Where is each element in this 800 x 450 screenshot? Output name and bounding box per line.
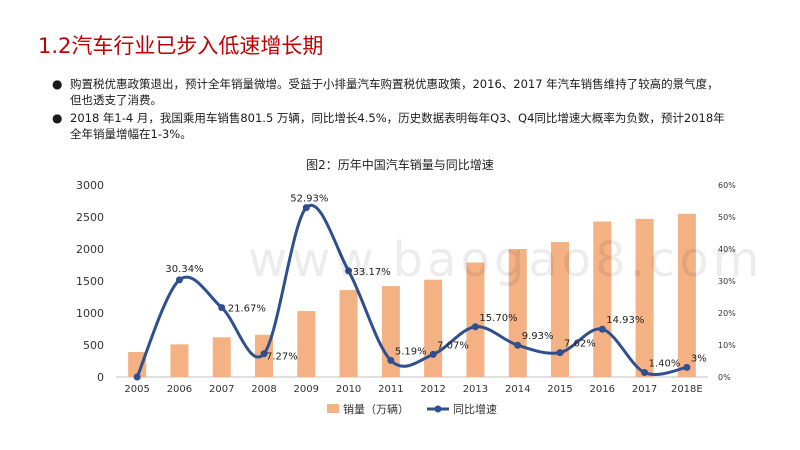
growth-data-label: 7.27% (266, 352, 298, 363)
bullet-text-2: 2018 年1-4 月，我国乘用车销售801.5 万辆，同比增长4.5%，历史数… (70, 111, 725, 141)
growth-data-label: 15.70% (479, 313, 517, 324)
growth-point (302, 204, 310, 212)
x-tick-label: 2010 (336, 384, 361, 395)
bar (677, 213, 696, 377)
bar (297, 311, 316, 377)
x-tick-label: 2006 (167, 384, 192, 395)
growth-point (175, 276, 183, 284)
y-right-tick-label: 40% (718, 245, 736, 254)
y-right-tick-label: 60% (718, 181, 736, 190)
bullet-point-2: ● 2018 年1-4 月，我国乘用车销售801.5 万辆，同比增长4.5%，历… (52, 110, 730, 142)
x-tick-label: 2005 (124, 384, 149, 395)
x-tick-label: 2011 (378, 384, 403, 395)
x-tick-label: 2008 (251, 384, 276, 395)
y-left-tick-label: 500 (83, 339, 104, 352)
x-tick-label: 2012 (420, 384, 445, 395)
growth-data-label: 21.67% (228, 304, 266, 315)
bar (212, 337, 231, 377)
growth-data-label: 30.34% (165, 264, 203, 275)
y-left-tick-label: 1000 (76, 307, 104, 320)
growth-point (683, 363, 691, 371)
x-tick-label: 2009 (294, 384, 319, 395)
growth-data-label: 3% (691, 353, 707, 364)
legend-bar-label: 销量（万辆） (343, 402, 409, 416)
bullet-dot-icon: ● (52, 77, 63, 91)
y-left-tick-label: 2000 (76, 243, 104, 256)
legend-line-marker (434, 405, 442, 413)
growth-data-label: 7.07% (437, 340, 469, 351)
growth-data-label: 7.62% (564, 339, 596, 350)
y-right-tick-label: 30% (718, 277, 736, 286)
bar (551, 241, 569, 377)
bar (170, 344, 189, 377)
bar (635, 218, 654, 377)
y-right-tick-label: 0% (718, 373, 731, 382)
growth-point (556, 349, 564, 357)
y-right-tick-label: 50% (718, 213, 736, 222)
x-tick-label: 2015 (547, 384, 572, 395)
bar (424, 279, 443, 377)
bar (339, 289, 358, 377)
x-tick-label: 2018E (671, 384, 703, 395)
growth-point (471, 323, 479, 331)
growth-point (514, 341, 522, 349)
bullet-text-1: 购置税优惠政策退出，预计全年销量微增。受益于小排量汽车购置税优惠政策，2016、… (70, 77, 719, 107)
y-left-tick-label: 1500 (76, 275, 104, 288)
x-tick-label: 2007 (209, 384, 234, 395)
growth-point (598, 325, 606, 333)
growth-data-label: 14.93% (606, 315, 644, 326)
growth-point (429, 350, 437, 358)
y-left-tick-label: 2500 (76, 211, 104, 224)
bullet-point-1: ● 购置税优惠政策退出，预计全年销量微增。受益于小排量汽车购置税优惠政策，201… (52, 76, 730, 108)
page-title: 1.2汽车行业已步入低速增长期 (38, 34, 324, 58)
y-left-tick-label: 0 (97, 371, 104, 384)
y-right-tick-label: 10% (718, 341, 736, 350)
growth-data-label: 33.17% (353, 267, 391, 278)
bar (128, 352, 147, 377)
growth-point (218, 304, 226, 312)
x-tick-label: 2016 (590, 384, 615, 395)
growth-data-label: 52.93% (290, 194, 328, 205)
growth-data-label: 5.19% (395, 346, 427, 357)
y-right-tick-label: 20% (718, 309, 736, 318)
x-tick-label: 2017 (632, 384, 657, 395)
bar (466, 262, 485, 377)
bar (593, 221, 612, 377)
growth-point (387, 356, 395, 364)
growth-point (641, 369, 649, 377)
growth-point (345, 267, 353, 275)
growth-point (260, 350, 268, 358)
chart-title: 图2：历年中国汽车销量与同比增速 (306, 158, 494, 172)
bullet-dot-icon: ● (52, 111, 63, 125)
watermark: www.baogao8.com (248, 232, 764, 288)
x-tick-label: 2014 (505, 384, 530, 395)
legend-line-label: 同比增速 (453, 402, 497, 416)
x-tick-label: 2013 (463, 384, 488, 395)
growth-data-label: 9.93% (522, 331, 554, 342)
y-left-tick-label: 3000 (76, 179, 104, 192)
legend-bar-swatch (327, 404, 339, 413)
growth-point (133, 373, 141, 381)
growth-data-label: 1.40% (649, 359, 681, 370)
